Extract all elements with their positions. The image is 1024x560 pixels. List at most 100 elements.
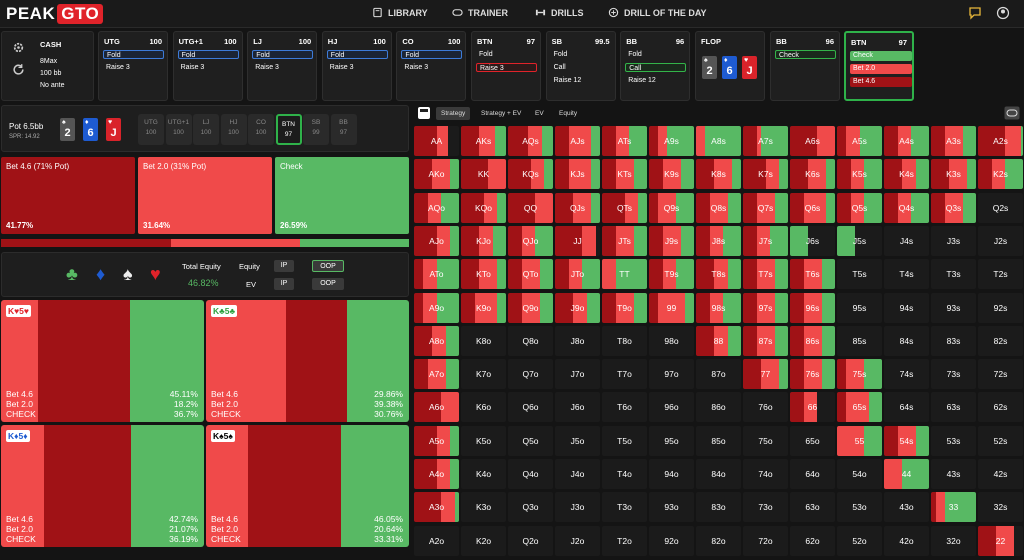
action-second[interactable]: Raise 3 bbox=[255, 64, 279, 71]
hand-cell[interactable]: 87o bbox=[696, 359, 741, 390]
hand-cell[interactable]: T3o bbox=[602, 492, 647, 523]
hand-cell[interactable]: K3o bbox=[461, 492, 506, 523]
hand-cell[interactable]: J2o bbox=[555, 525, 600, 556]
hand-cell[interactable]: 92o bbox=[649, 525, 694, 556]
hand-cell[interactable]: A3o bbox=[414, 492, 459, 523]
hand-cell[interactable]: J4o bbox=[555, 459, 600, 489]
tab-ev[interactable]: EV bbox=[535, 110, 544, 117]
hand-cell[interactable]: 55 bbox=[837, 425, 882, 456]
hand-cell[interactable]: T3s bbox=[931, 259, 976, 290]
hand-cell[interactable]: Q2o bbox=[508, 525, 553, 556]
hand-cell[interactable]: 72o bbox=[743, 525, 788, 556]
hand-cell[interactable]: A2s bbox=[978, 126, 1023, 156]
hand-cell[interactable]: ATo bbox=[414, 259, 459, 290]
hand-cell[interactable]: T8o bbox=[602, 325, 647, 356]
hand-cell[interactable]: AQo bbox=[414, 192, 459, 223]
hand-cell[interactable]: QJs bbox=[555, 192, 600, 223]
hand-cell[interactable]: 82s bbox=[978, 325, 1023, 356]
hand-cell[interactable]: 76o bbox=[743, 392, 788, 423]
equity-ip-toggle[interactable]: IP bbox=[274, 260, 294, 272]
tab-equity[interactable]: Equity bbox=[559, 110, 578, 117]
hand-cell[interactable]: 42o bbox=[884, 525, 929, 556]
hand-cell[interactable]: 83s bbox=[931, 325, 976, 356]
gear-icon[interactable] bbox=[12, 41, 25, 54]
seat-bb[interactable]: BB 96 Fold Call Raise 12 bbox=[620, 31, 691, 101]
hand-cell[interactable]: K7o bbox=[461, 359, 506, 390]
hand-cell[interactable]: KK bbox=[461, 159, 506, 190]
hand-cell[interactable]: T2o bbox=[602, 525, 647, 556]
hand-cell[interactable]: A5o bbox=[414, 425, 459, 456]
hand-cell[interactable]: 92s bbox=[978, 292, 1023, 323]
hand-cell[interactable]: A4s bbox=[884, 126, 929, 156]
hand-cell[interactable]: KQo bbox=[461, 192, 506, 223]
hand-cell[interactable]: 73s bbox=[931, 359, 976, 390]
hand-cell[interactable]: 83o bbox=[696, 492, 741, 523]
hand-cell[interactable]: 95s bbox=[837, 292, 882, 323]
seat-hj[interactable]: HJ 100 Fold Raise 3 bbox=[321, 31, 392, 101]
chat-icon[interactable] bbox=[968, 6, 982, 20]
hand-cell[interactable]: 85s bbox=[837, 325, 882, 356]
nav-trainer[interactable]: TRAINER bbox=[452, 7, 508, 18]
hand-cell[interactable]: 52s bbox=[978, 425, 1023, 456]
hand-cell[interactable]: Q6o bbox=[508, 392, 553, 423]
action-fold[interactable]: Fold bbox=[401, 50, 463, 59]
hand-cell[interactable]: 32o bbox=[931, 525, 976, 556]
strategy-bet-big[interactable]: Bet 4.6 (71% Pot) 41.77% bbox=[1, 157, 135, 234]
nav-library[interactable]: LIBRARY bbox=[372, 7, 428, 18]
hand-cell[interactable]: 73o bbox=[743, 492, 788, 523]
action-fold[interactable]: Fold bbox=[326, 50, 388, 59]
hand-cell[interactable]: KTs bbox=[602, 159, 647, 190]
club-suit-icon[interactable]: ♣ bbox=[66, 264, 78, 284]
combo-card[interactable]: K♠5♠ Bet 4.6 Bet 2.0 CHECK 46.05% 20.64% 33.… bbox=[206, 425, 409, 547]
hand-cell[interactable]: Q7o bbox=[508, 359, 553, 390]
hand-cell[interactable]: J8o bbox=[555, 325, 600, 356]
hand-cell[interactable]: 77 bbox=[743, 359, 788, 390]
action-bet-small[interactable]: Bet 2.0 bbox=[850, 64, 912, 74]
logo[interactable]: PEAK GTO bbox=[6, 3, 104, 25]
hand-cell[interactable]: KTo bbox=[461, 259, 506, 290]
hand-cell[interactable]: 53s bbox=[931, 425, 976, 456]
mini-seat-hj[interactable]: HJ 100 bbox=[220, 114, 247, 145]
hand-cell[interactable]: T2s bbox=[978, 259, 1023, 290]
hand-cell[interactable]: 93s bbox=[931, 292, 976, 323]
nav-drills[interactable]: DRILLS bbox=[535, 7, 584, 18]
hand-cell[interactable]: 53o bbox=[837, 492, 882, 523]
hand-cell[interactable]: A3s bbox=[931, 126, 976, 156]
seat-utg[interactable]: UTG 100 Fold Raise 3 bbox=[98, 31, 168, 101]
mini-seat-utg[interactable]: UTG 100 bbox=[138, 114, 164, 145]
hand-cell[interactable]: JTs bbox=[602, 225, 647, 256]
action-second[interactable]: Raise 3 bbox=[329, 64, 354, 71]
hand-cell[interactable]: T5s bbox=[837, 259, 882, 290]
hand-cell[interactable]: 62o bbox=[790, 525, 835, 556]
hand-cell[interactable]: TT bbox=[602, 259, 647, 290]
hand-cell[interactable]: J9o bbox=[555, 292, 600, 323]
hand-cell[interactable]: K9o bbox=[461, 292, 506, 323]
hand-cell[interactable]: T9o bbox=[602, 292, 647, 323]
mini-seat-utg-plus-1[interactable]: UTG+1 100 bbox=[165, 114, 192, 145]
combo-card[interactable]: K♥5♥ Bet 4.6 Bet 2.0 CHECK 45.11% 18.2% 36.7… bbox=[1, 300, 204, 422]
hand-cell[interactable]: AQs bbox=[508, 126, 553, 156]
hand-cell[interactable]: A4o bbox=[414, 459, 459, 489]
hand-cell[interactable]: AJo bbox=[414, 225, 459, 256]
equity-oop-toggle[interactable]: OOP bbox=[312, 260, 344, 272]
action-check[interactable]: Check bbox=[775, 50, 836, 59]
heart-suit-icon[interactable]: ♥ bbox=[150, 264, 161, 284]
hand-cell[interactable]: J4s bbox=[884, 225, 929, 256]
hand-cell[interactable]: T7o bbox=[602, 359, 647, 390]
hand-cell[interactable]: 62s bbox=[978, 392, 1023, 423]
ev-ip-toggle[interactable]: IP bbox=[274, 278, 294, 290]
hand-cell[interactable]: 72s bbox=[978, 359, 1023, 390]
nav-drill-of-the-day[interactable]: DRILL OF THE DAY bbox=[608, 7, 707, 18]
hand-cell[interactable]: T4o bbox=[602, 459, 647, 489]
hand-cell[interactable]: T4s bbox=[884, 259, 929, 290]
hand-cell[interactable]: 99 bbox=[649, 292, 694, 323]
action-second[interactable]: Raise 3 bbox=[404, 64, 429, 71]
hand-cell[interactable]: 54o bbox=[837, 459, 882, 489]
hand-cell[interactable]: 82o bbox=[696, 525, 741, 556]
tab-strategy-ev[interactable]: Strategy + EV bbox=[481, 110, 522, 117]
hand-cell[interactable]: 63s bbox=[931, 392, 976, 423]
hand-cell[interactable]: J3o bbox=[555, 492, 600, 523]
hand-cell[interactable]: J8s bbox=[696, 225, 741, 256]
hand-cell[interactable]: Q6s bbox=[790, 192, 835, 223]
hand-cell[interactable]: K2s bbox=[978, 159, 1023, 190]
